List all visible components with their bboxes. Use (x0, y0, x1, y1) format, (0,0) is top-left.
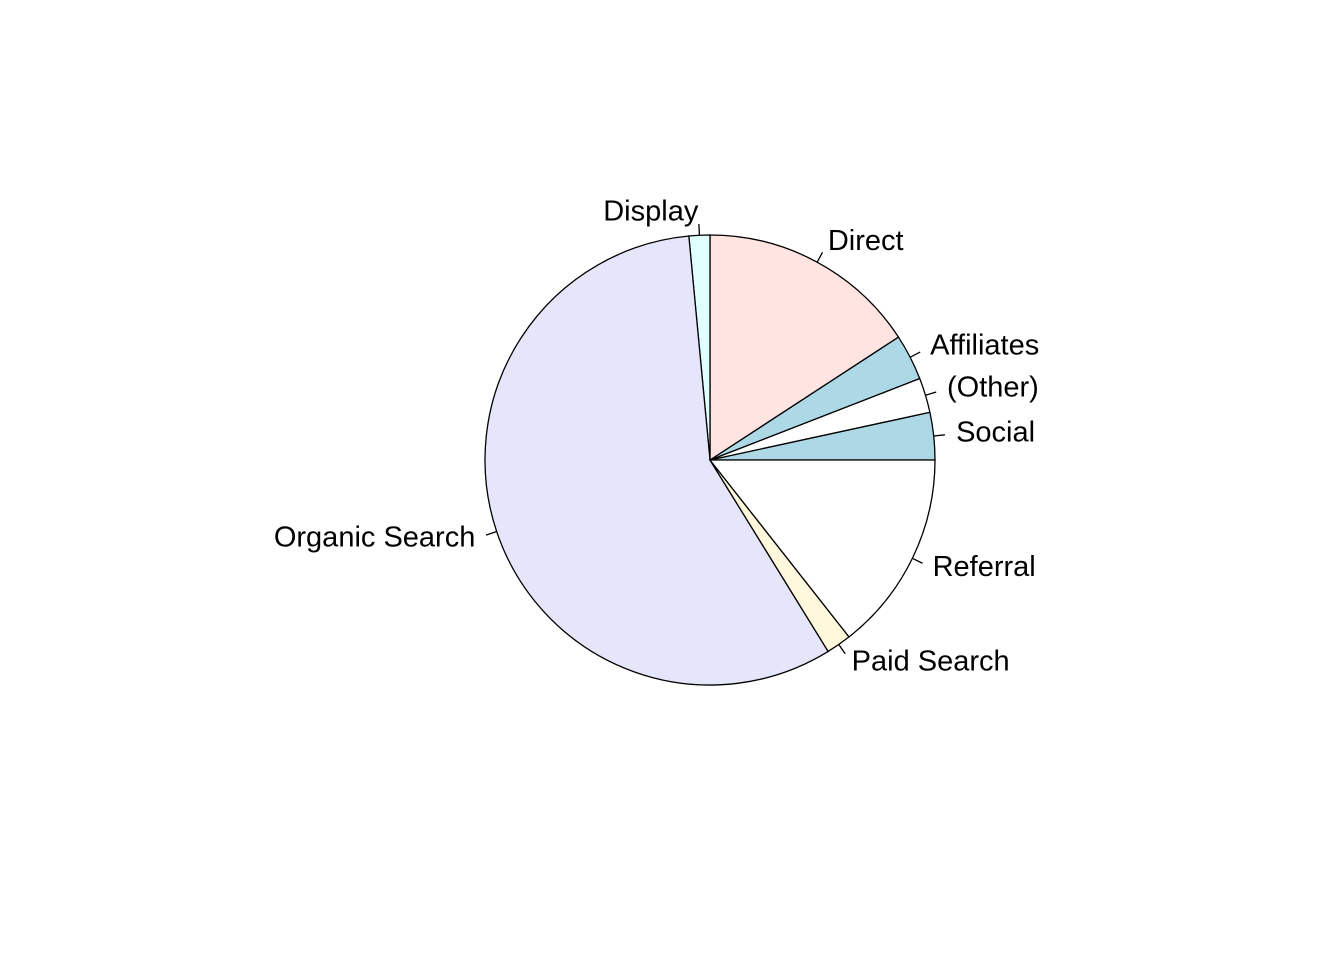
pie-slice-referral (708, 459, 936, 638)
label-tick-display (698, 223, 701, 236)
label-tick-organic-search (485, 530, 497, 536)
slice-label-other: (Other) (947, 371, 1039, 403)
pie-slices (484, 234, 936, 686)
slice-label-paid-search: Paid Search (852, 646, 1010, 678)
label-tick-affiliates (909, 351, 921, 358)
slice-label-direct: Direct (828, 225, 904, 257)
slice-label-referral: Referral (933, 551, 1036, 583)
slice-label-organic-search: Organic Search (274, 521, 476, 553)
slice-label-social: Social (956, 416, 1035, 448)
label-ticks (485, 223, 945, 655)
slice-labels: Social (Other) Affiliates Direct Display Orga… (274, 195, 1039, 677)
slice-label-affiliates: Affiliates (930, 330, 1039, 362)
slice-label-display: Display (603, 195, 699, 227)
label-tick-direct (816, 251, 824, 263)
label-tick-other (925, 391, 937, 396)
label-tick-paid-search (838, 644, 846, 655)
label-tick-social (933, 434, 945, 437)
pie-slice-organic-search (484, 235, 830, 686)
label-tick-referral (912, 557, 923, 564)
